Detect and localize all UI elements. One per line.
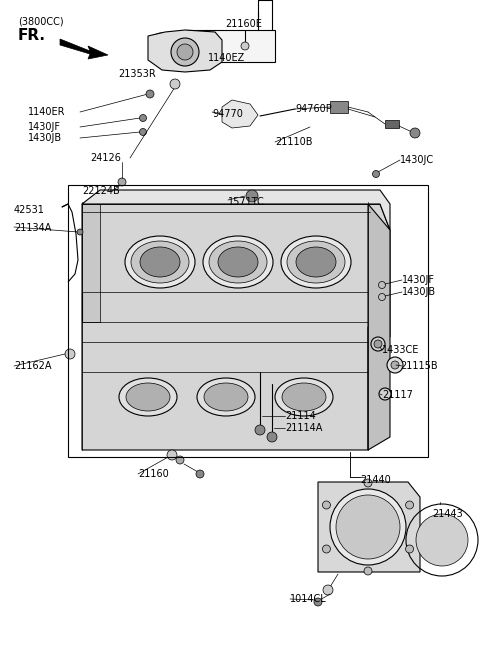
Ellipse shape bbox=[287, 241, 345, 283]
Text: 1430JF: 1430JF bbox=[402, 275, 435, 285]
Polygon shape bbox=[82, 204, 100, 322]
Circle shape bbox=[255, 425, 265, 435]
Text: 1433CE: 1433CE bbox=[382, 345, 420, 355]
Circle shape bbox=[374, 340, 382, 348]
Ellipse shape bbox=[126, 383, 170, 411]
Text: 21353R: 21353R bbox=[118, 69, 156, 79]
Ellipse shape bbox=[131, 241, 189, 283]
Text: 42531: 42531 bbox=[14, 205, 45, 215]
Circle shape bbox=[77, 229, 83, 235]
Circle shape bbox=[336, 495, 400, 559]
Text: 1430JB: 1430JB bbox=[402, 287, 436, 297]
Text: 1140ER: 1140ER bbox=[28, 107, 65, 117]
Circle shape bbox=[146, 90, 154, 98]
Ellipse shape bbox=[209, 241, 267, 283]
Circle shape bbox=[372, 171, 380, 177]
Text: 21134A: 21134A bbox=[14, 223, 51, 233]
Circle shape bbox=[410, 128, 420, 138]
Ellipse shape bbox=[119, 378, 177, 416]
Text: 1430JC: 1430JC bbox=[400, 155, 434, 165]
Circle shape bbox=[196, 470, 204, 478]
Circle shape bbox=[371, 337, 385, 351]
Text: 21160E: 21160E bbox=[225, 19, 262, 29]
Text: 1571TC: 1571TC bbox=[228, 197, 265, 207]
Text: 21443: 21443 bbox=[432, 509, 463, 519]
Circle shape bbox=[364, 479, 372, 487]
Text: 21162A: 21162A bbox=[14, 361, 51, 371]
Polygon shape bbox=[82, 204, 390, 450]
Text: 21115B: 21115B bbox=[400, 361, 438, 371]
Circle shape bbox=[149, 33, 175, 59]
Polygon shape bbox=[60, 39, 108, 59]
Circle shape bbox=[406, 501, 414, 509]
Text: 1430JB: 1430JB bbox=[28, 133, 62, 143]
Polygon shape bbox=[148, 30, 222, 72]
Circle shape bbox=[170, 79, 180, 89]
Circle shape bbox=[416, 514, 468, 566]
Text: 94760P: 94760P bbox=[295, 104, 332, 114]
Text: 24126: 24126 bbox=[90, 153, 121, 163]
Circle shape bbox=[364, 567, 372, 575]
Ellipse shape bbox=[296, 247, 336, 277]
Text: 21117: 21117 bbox=[382, 390, 413, 400]
Circle shape bbox=[140, 115, 146, 121]
Text: 1014CL: 1014CL bbox=[290, 594, 327, 604]
Polygon shape bbox=[82, 190, 390, 230]
Bar bbox=[330, 101, 348, 113]
Ellipse shape bbox=[197, 378, 255, 416]
Circle shape bbox=[323, 585, 333, 595]
Circle shape bbox=[167, 450, 177, 460]
Bar bbox=[185, 30, 275, 62]
Circle shape bbox=[176, 456, 184, 464]
Ellipse shape bbox=[281, 236, 351, 288]
Circle shape bbox=[118, 178, 126, 186]
Circle shape bbox=[391, 361, 399, 369]
Ellipse shape bbox=[125, 236, 195, 288]
Circle shape bbox=[323, 545, 330, 553]
Circle shape bbox=[387, 357, 403, 373]
Circle shape bbox=[379, 388, 391, 400]
Text: 21160: 21160 bbox=[138, 469, 169, 479]
Text: 94770: 94770 bbox=[212, 109, 243, 119]
Ellipse shape bbox=[204, 383, 248, 411]
Circle shape bbox=[267, 432, 277, 442]
Text: 22124B: 22124B bbox=[82, 186, 120, 196]
Polygon shape bbox=[368, 204, 390, 450]
Text: FR.: FR. bbox=[18, 27, 46, 42]
Bar bbox=[68, 185, 428, 457]
Circle shape bbox=[323, 501, 330, 509]
Circle shape bbox=[241, 42, 249, 50]
Circle shape bbox=[314, 598, 322, 606]
Circle shape bbox=[246, 190, 258, 202]
Text: (3800CC): (3800CC) bbox=[18, 17, 64, 27]
Text: 21114: 21114 bbox=[285, 411, 316, 421]
Text: 21114A: 21114A bbox=[285, 423, 323, 433]
Circle shape bbox=[140, 128, 146, 136]
Ellipse shape bbox=[218, 247, 258, 277]
Circle shape bbox=[171, 38, 199, 66]
Circle shape bbox=[177, 44, 193, 60]
Circle shape bbox=[406, 545, 414, 553]
Text: 1430JF: 1430JF bbox=[28, 122, 61, 132]
Ellipse shape bbox=[275, 378, 333, 416]
Text: 21110B: 21110B bbox=[275, 137, 312, 147]
Ellipse shape bbox=[203, 236, 273, 288]
Text: 21440: 21440 bbox=[360, 475, 391, 485]
Circle shape bbox=[330, 489, 406, 565]
Circle shape bbox=[65, 349, 75, 359]
Polygon shape bbox=[222, 100, 258, 128]
Bar bbox=[385, 120, 399, 128]
Text: 1140EZ: 1140EZ bbox=[208, 53, 245, 63]
Ellipse shape bbox=[282, 383, 326, 411]
Polygon shape bbox=[318, 482, 420, 572]
Ellipse shape bbox=[140, 247, 180, 277]
